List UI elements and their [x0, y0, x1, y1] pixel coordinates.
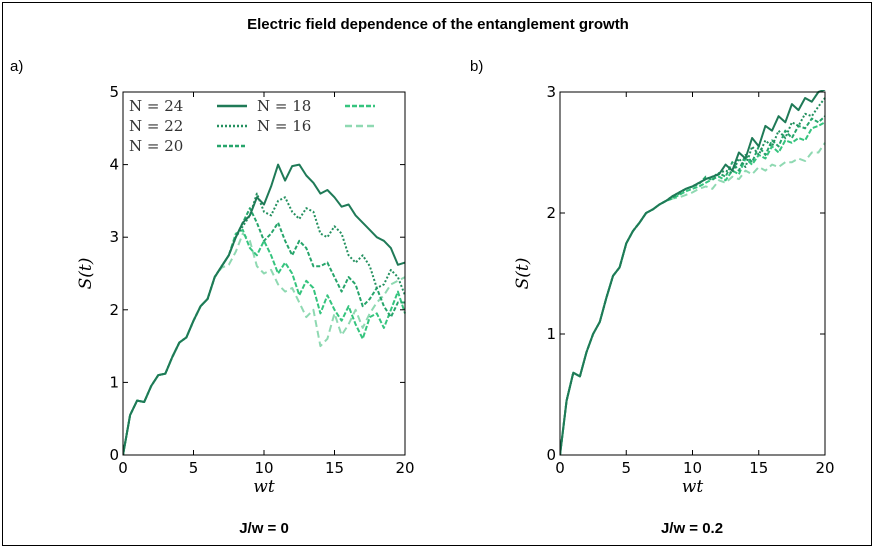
series-line-n22	[123, 192, 406, 455]
series-line-n24	[560, 90, 826, 455]
series-line-n20	[123, 207, 405, 455]
x-tick-label: 10	[254, 459, 273, 477]
y-tick-label: 1	[109, 373, 119, 391]
x-tick-label: 15	[749, 459, 768, 477]
x-tick-label: 0	[555, 459, 565, 477]
x-tick-label: 20	[815, 459, 834, 477]
y-axis-label: S(t)	[513, 258, 533, 290]
x-tick-label: 0	[118, 459, 128, 477]
y-tick-label: 1	[546, 325, 556, 343]
legend-label: N = 18	[257, 97, 311, 115]
panel-a-caption: J/w = 0	[239, 520, 289, 537]
series-line-n18	[560, 121, 826, 455]
legend-label: N = 24	[129, 97, 183, 115]
panel-a-label: a)	[10, 58, 24, 75]
series-line-n16	[560, 142, 826, 455]
y-tick-label: 3	[546, 83, 556, 101]
x-axis-label: wt	[682, 477, 704, 497]
legend-label: N = 22	[129, 117, 183, 135]
y-tick-label: 4	[109, 156, 119, 174]
y-tick-label: 0	[546, 446, 556, 464]
figure-title: Electric field dependence of the entangl…	[247, 16, 629, 33]
y-tick-label: 2	[546, 204, 556, 222]
x-tick-label: 5	[189, 459, 199, 477]
x-axis-label: wt	[253, 477, 275, 497]
y-tick-label: 2	[109, 301, 119, 319]
x-tick-label: 15	[325, 459, 344, 477]
panel-b-label: b)	[470, 58, 484, 75]
series-line-n22	[560, 97, 826, 455]
plot-frame	[559, 91, 826, 456]
y-tick-label: 3	[109, 228, 119, 246]
legend-label: N = 16	[257, 117, 311, 135]
series-line-n24	[123, 163, 406, 455]
series-line-n20	[560, 115, 826, 455]
series-line-n16	[123, 232, 406, 455]
y-axis-label: S(t)	[76, 258, 96, 290]
y-tick-label: 5	[109, 83, 119, 101]
x-tick-label: 5	[621, 459, 631, 477]
series-line-n18	[123, 228, 406, 455]
x-tick-label: 20	[395, 459, 414, 477]
legend-label: N = 20	[129, 137, 183, 155]
panel-b-caption: J/w = 0.2	[660, 520, 724, 537]
panel-b: 0 5 10 15 20 0 1 2 3 wt S(t)	[513, 83, 835, 497]
x-tick-label: 10	[683, 459, 702, 477]
y-tick-label: 0	[109, 446, 119, 464]
legend: N = 24 N = 22 N = 20 N = 18 N = 16	[129, 97, 375, 155]
